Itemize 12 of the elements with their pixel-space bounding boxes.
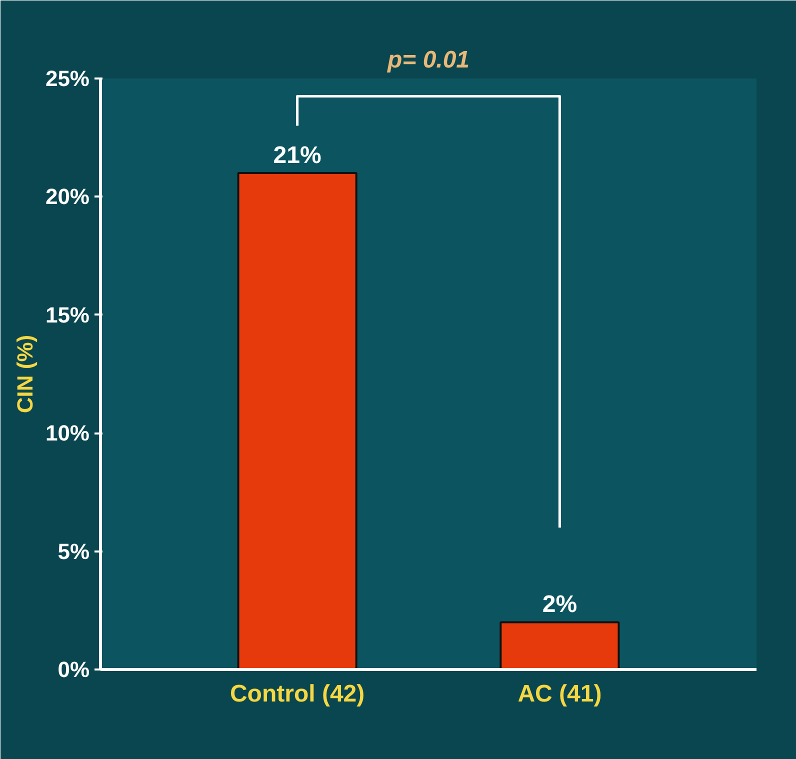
x-tick-label: Control (42) [230,680,365,708]
x-tick-label: AC (41) [518,680,602,708]
y-tick-label: 5% [58,538,90,564]
text: p= 0.01 [386,46,470,74]
data-label: 21% [273,142,322,170]
y-tick-label: 0% [58,657,90,682]
y-axis-title: CIN (%) [12,334,38,414]
y-tick-label: 25% [45,66,90,91]
y-tick-label: 15% [45,302,90,328]
y-tick-label: 10% [45,420,90,446]
data-label: 2% [542,591,578,618]
y-tick-label: 20% [45,184,90,210]
